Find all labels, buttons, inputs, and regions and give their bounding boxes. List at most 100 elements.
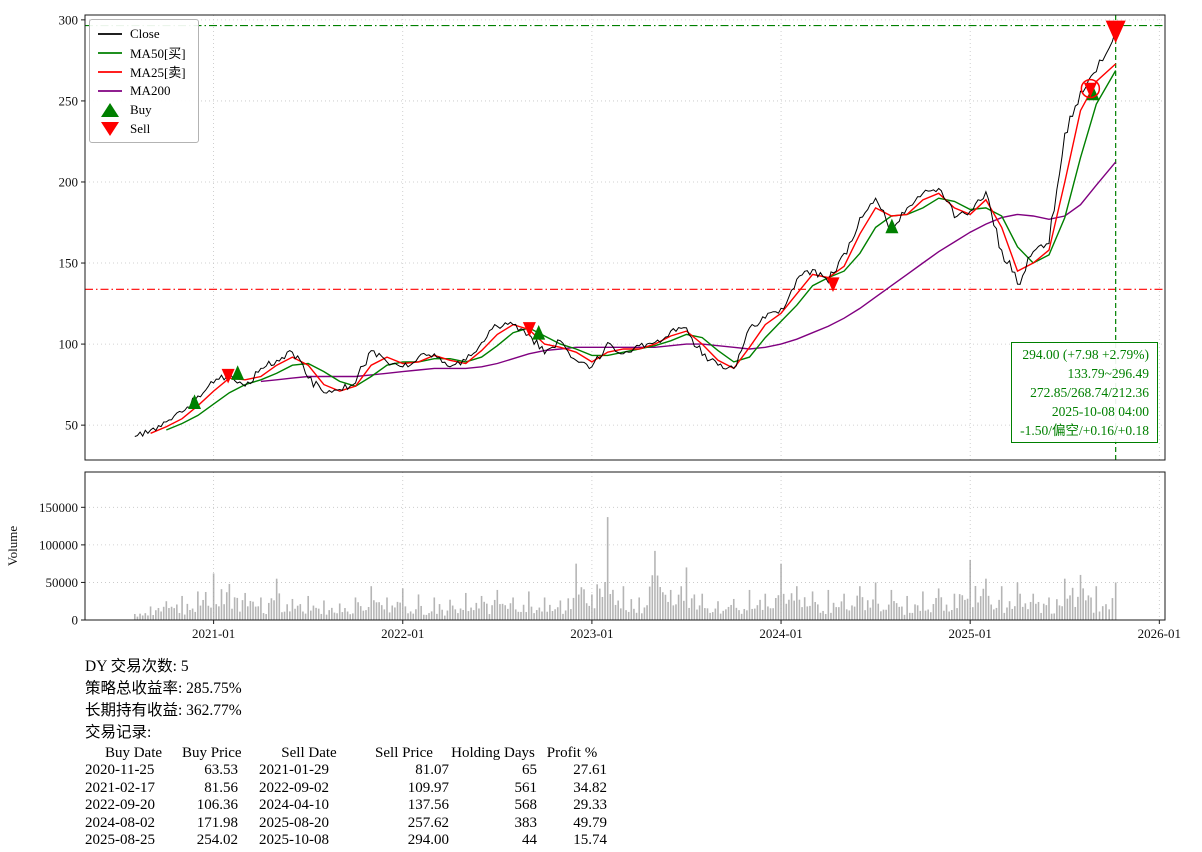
volume-bar <box>270 598 273 620</box>
volume-bar <box>617 600 619 620</box>
volume-bar <box>139 613 141 620</box>
volume-bar <box>144 613 147 620</box>
volume-bar <box>430 611 433 620</box>
volume-bar <box>509 603 512 620</box>
legend-line-swatch <box>98 32 122 35</box>
volume-bar <box>535 610 538 620</box>
trade-row: 2022-09-20 106.36 2024-04-10 137.56 568 29.33 <box>85 797 1202 814</box>
chart-legend: Close MA50[买] MA25[卖] MA200 Buy Sell <box>89 19 199 143</box>
volume-bar <box>1077 596 1079 620</box>
volume-bar <box>903 614 906 620</box>
volume-bar <box>475 602 478 620</box>
trade-cell: 254.02 <box>196 832 238 849</box>
stock-chart-panel: 50 100 150 200 250 300 0 50000 100000 150000 2021-… <box>5 12 1181 641</box>
volume-bar <box>785 603 788 620</box>
volume-bar <box>409 611 412 620</box>
volume-bar <box>191 608 194 620</box>
volume-bar <box>906 595 908 620</box>
volume-bar <box>1074 606 1077 620</box>
volume-bar <box>181 595 183 620</box>
volume-bar <box>601 596 604 620</box>
volume-bar <box>1087 595 1090 620</box>
volume-bar <box>380 605 383 620</box>
volume-bar <box>541 611 543 620</box>
volume-bar <box>940 597 943 620</box>
trade-cell: 568 <box>514 797 538 814</box>
volume-bar <box>420 605 422 620</box>
trade-cell: 81.56 <box>204 779 238 796</box>
volume-bar <box>832 602 835 620</box>
volume-bar <box>336 613 338 620</box>
volume-bar <box>717 601 719 620</box>
volume-bar <box>1053 613 1056 620</box>
volume-bar <box>937 588 940 620</box>
price-annotation-box: 294.00 (+7.98 +2.79%) 133.79~296.49 272.… <box>1011 342 1158 443</box>
volume-bar <box>759 599 761 620</box>
date-tick-label: 2021-01 <box>192 626 235 641</box>
volume-bar <box>1037 601 1040 620</box>
volume-bar <box>349 614 352 620</box>
volume-bar <box>591 594 593 620</box>
volume-bar <box>583 589 585 620</box>
volume-bar <box>391 605 394 620</box>
price-volume-chart: 50 100 150 200 250 300 0 50000 100000 150000 2021-… <box>5 12 1181 641</box>
volume-bar <box>580 587 583 620</box>
volume-bar <box>299 604 302 620</box>
volume-bar <box>861 597 864 620</box>
volume-bar <box>241 600 244 620</box>
volume-bar <box>767 606 769 620</box>
sell-marker <box>221 368 235 384</box>
volume-bar <box>533 613 535 620</box>
price-tick-label: 250 <box>59 93 79 108</box>
volume-bar <box>914 604 916 620</box>
volume-bar <box>275 578 278 620</box>
volume-bar <box>859 586 861 620</box>
trade-cell: 29.33 <box>573 797 607 814</box>
volume-bar <box>520 611 522 620</box>
volume-bar <box>493 599 496 620</box>
volume-bar <box>488 614 491 620</box>
annotation-price-line: 294.00 (+7.98 +2.79%) <box>1022 347 1149 362</box>
volume-bar <box>212 573 215 620</box>
volume-bar <box>362 610 365 620</box>
volume-bar <box>950 609 953 620</box>
volume-bar <box>704 608 706 620</box>
trade-cell: 106.36 <box>196 797 238 814</box>
volume-bar <box>365 610 367 620</box>
volume-bar <box>136 616 139 620</box>
volume-bar <box>898 606 901 620</box>
volume-bar <box>864 610 866 620</box>
volume-bar <box>664 594 667 620</box>
volume-bar <box>197 591 199 620</box>
volume-bar <box>827 589 830 620</box>
volume-bar <box>882 609 885 620</box>
legend-label: Buy <box>130 101 152 117</box>
volume-bar <box>207 605 210 620</box>
volume-bar <box>286 604 288 620</box>
volume-bar <box>357 602 359 620</box>
volume-bar <box>727 606 730 620</box>
annotation-range-line: 133.79~296.49 <box>1067 366 1149 381</box>
price-tick-label: 200 <box>59 174 79 189</box>
volume-bar <box>1042 603 1045 620</box>
volume-bar <box>948 611 950 620</box>
volume-bar <box>635 612 638 620</box>
volume-bar <box>514 609 517 620</box>
legend-item: Buy <box>97 100 186 119</box>
volume-bar <box>819 612 822 620</box>
trade-log-label: 交易记录: <box>85 724 152 741</box>
volume-bar <box>483 601 485 620</box>
volume-bar <box>1040 612 1042 620</box>
volume-bar <box>525 612 528 620</box>
volume-bar <box>401 588 404 620</box>
volume-bar <box>964 599 966 620</box>
volume-bar <box>504 605 507 620</box>
volume-bar <box>315 607 317 620</box>
volume-bar <box>924 610 927 620</box>
price-tick-label: 50 <box>65 418 78 433</box>
volume-bar <box>183 614 186 620</box>
volume-bar <box>709 612 711 620</box>
volume-bar <box>1061 606 1063 620</box>
volume-bar <box>735 607 738 620</box>
volume-bar <box>157 607 160 620</box>
